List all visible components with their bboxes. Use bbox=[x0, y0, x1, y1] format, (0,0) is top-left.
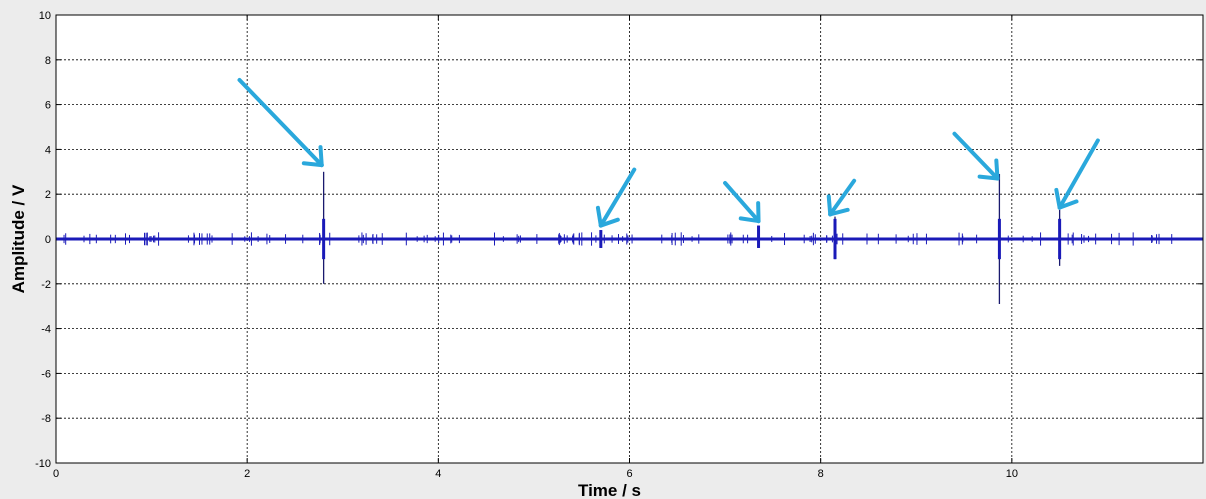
y-tick-label: 2 bbox=[45, 189, 51, 201]
annotation-arrow bbox=[826, 178, 857, 217]
y-tick-label: -8 bbox=[41, 413, 51, 425]
arrow-annotations bbox=[237, 77, 1100, 228]
y-tick-label: 6 bbox=[45, 100, 51, 112]
signal-series bbox=[56, 171, 1203, 304]
y-axis-label: Amplitude / V bbox=[9, 184, 28, 293]
y-tick-label: -4 bbox=[41, 324, 51, 336]
x-tick-label: 10 bbox=[1006, 468, 1018, 480]
y-tick-label: 0 bbox=[45, 234, 51, 246]
y-tick-label: -10 bbox=[35, 458, 51, 470]
x-tick-label: 6 bbox=[626, 468, 632, 480]
x-tick-label: 0 bbox=[53, 468, 59, 480]
x-tick-label: 4 bbox=[435, 468, 441, 480]
x-axis-label: Time / s bbox=[578, 481, 641, 499]
y-tick-label: -6 bbox=[41, 368, 51, 380]
annotation-arrow bbox=[1054, 138, 1100, 210]
y-tick-label: 10 bbox=[39, 10, 51, 22]
annotation-arrow bbox=[952, 131, 1000, 181]
y-tick-label: 4 bbox=[45, 144, 51, 156]
x-tick-label: 2 bbox=[244, 468, 250, 480]
plot-frame bbox=[55, 14, 1204, 464]
y-tick-label: 8 bbox=[45, 55, 51, 67]
x-tick-label: 8 bbox=[818, 468, 824, 480]
annotation-arrow bbox=[723, 181, 761, 224]
annotation-arrow bbox=[237, 77, 324, 168]
annotation-arrow bbox=[595, 167, 637, 228]
y-tick-label: -2 bbox=[41, 279, 51, 291]
